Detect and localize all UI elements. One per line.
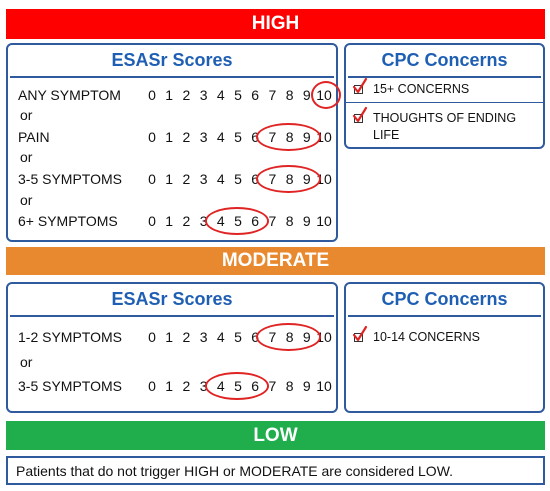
moderate-label: MODERATE [221,250,330,271]
score-number: 3 [199,129,208,145]
score-number: 4 [216,129,225,145]
score-number: 0 [148,171,156,187]
moderate-esas-title: ESASr Scores [10,284,334,317]
or-separator: or [20,107,33,123]
score-number: 4 [216,213,225,229]
symptom-label: PAIN [18,129,50,145]
or-separator: or [20,354,33,370]
score-number: 3 [199,171,208,187]
score-number: 8 [285,171,294,187]
score-number: 6 [251,129,260,145]
high-cpc-box: CPC Concerns 15+ CONCERNS THOUGHTS OF END… [344,43,545,149]
score-number: 4 [216,378,225,394]
score-number: 10 [316,129,332,145]
score-number: 2 [182,213,191,229]
moderate-cpc-box: CPC Concerns 10-14 CONCERNS [344,282,545,413]
score-number: 6 [251,171,260,187]
score-number: 4 [216,329,225,345]
score-number: 2 [182,329,191,345]
score-number: 0 [148,87,156,103]
score-number: 10 [316,87,332,103]
score-number: 6 [251,378,260,394]
score-number: 9 [302,171,311,187]
score-number: 2 [182,87,191,103]
symptom-label: ANY SYMPTOM [18,87,121,103]
score-number: 5 [234,171,242,187]
score-number: 8 [285,378,294,394]
concern-item: THOUGHTS OF ENDING LIFE [373,111,517,142]
score-number: 1 [165,87,174,103]
high-esas-box: ESASr Scores ANY SYMPTOM 0 1 2 3 4 5 6 7 8 9 10 PAIN… [6,43,341,242]
score-number: 1 [165,378,174,394]
score-number: 9 [302,87,311,103]
score-number: 2 [182,378,191,394]
score-number: 5 [234,213,242,229]
low-note: Patients that do not trigger HIGH or MOD… [6,456,545,485]
high-band: HIGH [6,9,545,39]
score-number: 6 [251,87,260,103]
score-number: 5 [234,87,242,103]
score-number: 10 [316,329,332,345]
score-number: 2 [182,171,191,187]
concern-divider [346,102,543,103]
checkbox-checked-icon [352,77,368,94]
moderate-esas-box: ESASr Scores 1-2 SYMPTOMS 0 1 2 3 4 5 6 7 8 9 10 3-5… [6,282,338,413]
score-number: 5 [234,329,242,345]
score-number: 1 [165,129,174,145]
symptom-label: 3-5 SYMPTOMS [18,378,122,394]
checkbox-checked-icon [352,106,368,123]
score-number: 3 [199,87,208,103]
score-number: 10 [316,171,332,187]
score-number: 7 [268,87,277,103]
score-number: 0 [148,213,156,229]
score-number: 4 [216,87,225,103]
or-separator: or [20,149,33,165]
score-number: 5 [234,129,242,145]
moderate-band: MODERATE [6,247,545,275]
score-number: 0 [148,329,156,345]
score-number: 7 [268,378,277,394]
score-number: 4 [216,171,225,187]
score-number: 3 [199,213,208,229]
concern-item: 10-14 CONCERNS [373,330,480,344]
moderate-cpc-title: CPC Concerns [348,284,541,317]
score-number: 9 [302,129,311,145]
score-number: 8 [285,213,294,229]
high-label: HIGH [251,13,300,34]
score-number: 9 [302,329,311,345]
score-number: 0 [148,129,156,145]
score-number: 3 [199,329,208,345]
score-number: 1 [165,329,174,345]
score-number: 5 [234,378,242,394]
symptom-label: 6+ SYMPTOMS [18,213,118,229]
score-number: 8 [285,129,294,145]
score-number: 7 [268,213,277,229]
score-number: 6 [251,213,260,229]
score-number: 1 [165,171,174,187]
checkbox-checked-icon [352,325,368,342]
low-band: LOW [6,421,545,450]
score-number: 2 [182,129,191,145]
concern-item: 15+ CONCERNS [373,82,470,96]
score-number: 10 [316,378,332,394]
score-number: 9 [302,378,311,394]
score-number: 1 [165,213,174,229]
score-number: 3 [199,378,208,394]
symptom-label: 1-2 SYMPTOMS [18,329,122,345]
low-note-text: Patients that do not trigger HIGH or MOD… [16,462,454,479]
score-number: 0 [148,378,156,394]
score-number: 7 [268,171,277,187]
score-number: 8 [285,329,294,345]
score-number: 8 [285,87,294,103]
score-number: 9 [302,213,311,229]
score-number: 6 [251,329,260,345]
score-number: 7 [268,129,277,145]
low-label: LOW [253,424,298,446]
high-cpc-title: CPC Concerns [348,45,541,78]
symptom-label: 3-5 SYMPTOMS [18,171,122,187]
score-number: 10 [316,213,332,229]
score-number: 7 [268,329,277,345]
high-esas-title: ESASr Scores [10,45,334,78]
or-separator: or [20,192,33,208]
